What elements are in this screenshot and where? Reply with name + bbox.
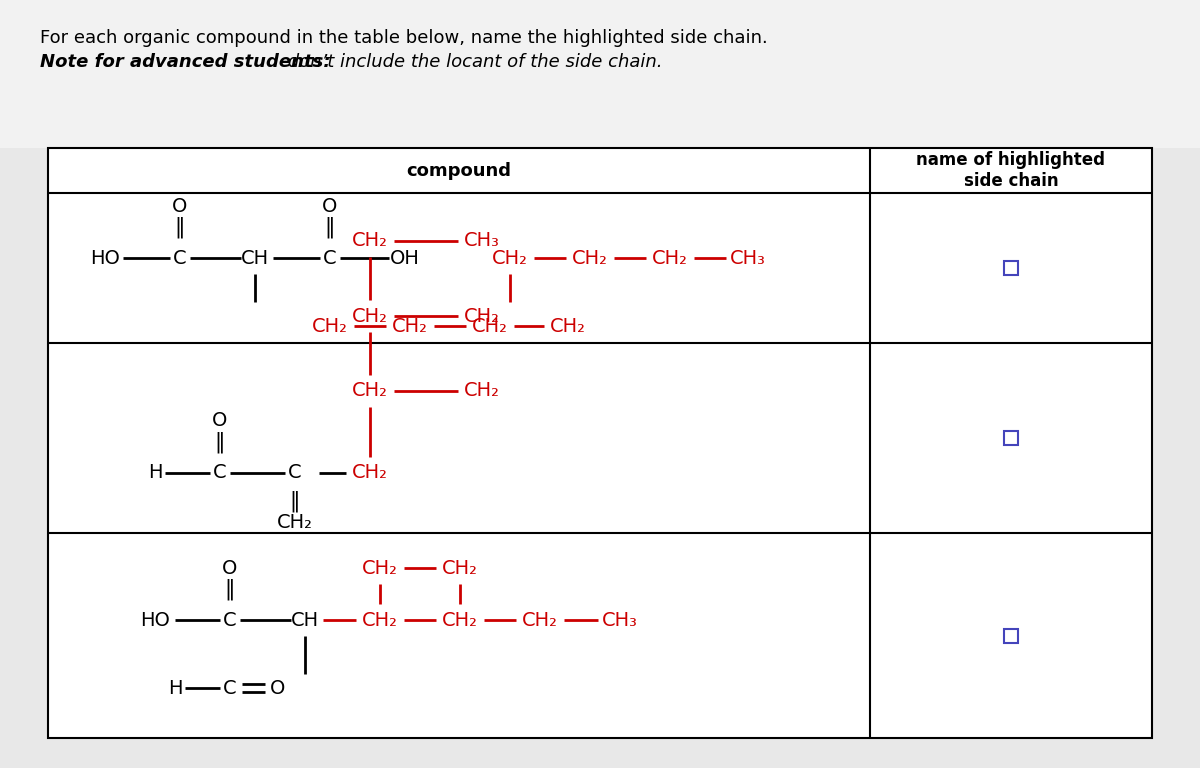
Text: C: C xyxy=(223,678,236,697)
Text: ‖: ‖ xyxy=(325,217,335,238)
Text: C: C xyxy=(288,464,302,482)
Text: CH₂: CH₂ xyxy=(352,382,388,400)
Text: CH₂: CH₂ xyxy=(464,382,500,400)
Text: CH₂: CH₂ xyxy=(352,306,388,326)
Text: ‖: ‖ xyxy=(215,432,226,453)
Text: C: C xyxy=(173,249,187,267)
Text: C: C xyxy=(323,249,337,267)
Text: CH₂: CH₂ xyxy=(362,558,398,578)
Text: CH₂: CH₂ xyxy=(652,249,688,267)
Text: OH: OH xyxy=(390,249,420,267)
Text: CH₂: CH₂ xyxy=(352,464,388,482)
Text: don’t include the locant of the side chain.: don’t include the locant of the side cha… xyxy=(282,53,662,71)
Text: CH₂: CH₂ xyxy=(464,306,500,326)
Text: ‖: ‖ xyxy=(175,217,185,238)
Text: C: C xyxy=(214,464,227,482)
Bar xyxy=(1004,629,1018,643)
Text: ‖: ‖ xyxy=(289,490,300,511)
Text: O: O xyxy=(173,197,187,216)
Text: H: H xyxy=(168,678,182,697)
Text: CH₂: CH₂ xyxy=(472,316,508,336)
Text: O: O xyxy=(212,412,228,431)
Text: Note for advanced students:: Note for advanced students: xyxy=(40,53,331,71)
Text: CH₂: CH₂ xyxy=(492,249,528,267)
Text: H: H xyxy=(148,464,162,482)
Bar xyxy=(48,148,1152,738)
Text: name of highlighted
side chain: name of highlighted side chain xyxy=(917,151,1105,190)
Text: CH₂: CH₂ xyxy=(572,249,608,267)
Text: CH₂: CH₂ xyxy=(392,316,428,336)
Text: O: O xyxy=(222,558,238,578)
Bar xyxy=(0,0,1200,148)
Text: CH: CH xyxy=(241,249,269,267)
Text: CH₂: CH₂ xyxy=(442,558,478,578)
Bar xyxy=(1004,431,1018,445)
Text: CH₂: CH₂ xyxy=(442,611,478,630)
Text: O: O xyxy=(323,197,337,216)
Text: CH₂: CH₂ xyxy=(550,316,586,336)
Text: O: O xyxy=(270,678,286,697)
Text: CH₂: CH₂ xyxy=(277,514,313,532)
Text: CH₂: CH₂ xyxy=(312,316,348,336)
Text: CH: CH xyxy=(290,611,319,630)
Bar xyxy=(1004,261,1018,275)
Text: CH₃: CH₃ xyxy=(464,231,500,250)
Text: C: C xyxy=(223,611,236,630)
Text: CH₃: CH₃ xyxy=(602,611,638,630)
Text: HO: HO xyxy=(140,611,170,630)
Text: For each organic compound in the table below, name the highlighted side chain.: For each organic compound in the table b… xyxy=(40,29,768,47)
Text: HO: HO xyxy=(90,249,120,267)
Text: CH₂: CH₂ xyxy=(522,611,558,630)
Text: CH₂: CH₂ xyxy=(362,611,398,630)
Text: CH₂: CH₂ xyxy=(352,231,388,250)
Text: ‖: ‖ xyxy=(224,578,235,600)
Text: compound: compound xyxy=(407,161,511,180)
Text: CH₃: CH₃ xyxy=(730,249,766,267)
